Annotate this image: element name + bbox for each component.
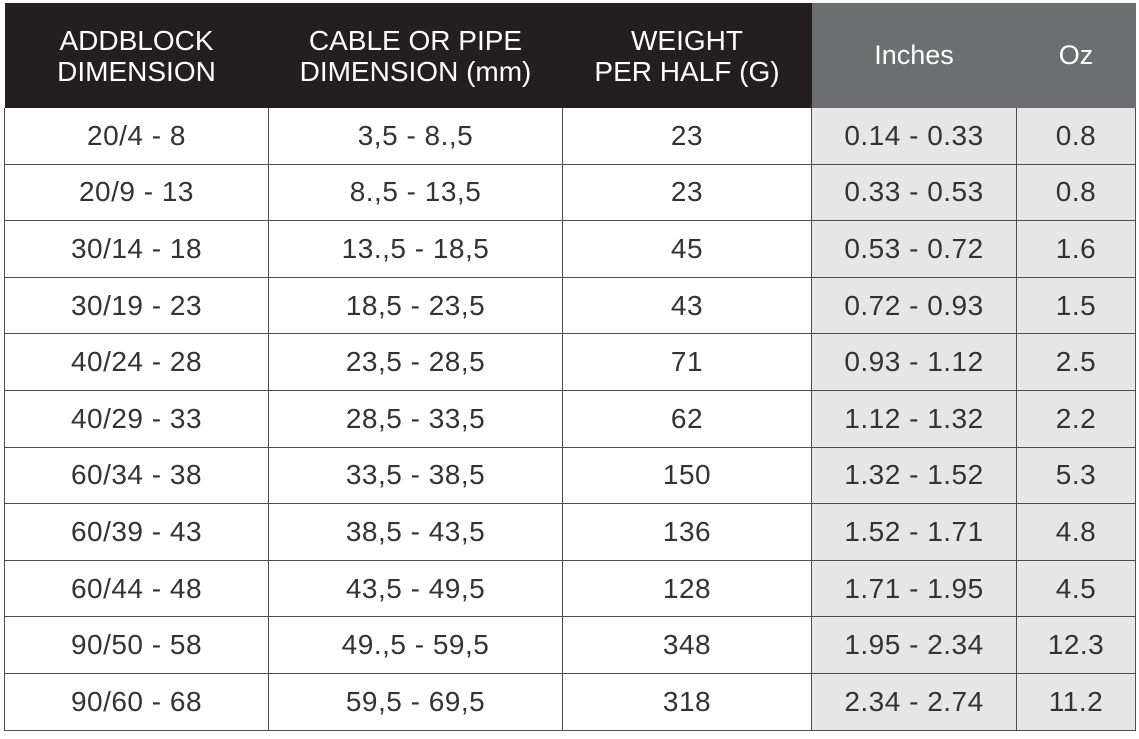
cell-inches: 0.53 - 0.72 <box>811 220 1017 278</box>
cell-cable: 38,5 - 43,5 <box>268 503 563 561</box>
table-row: 60/34 - 38 33,5 - 38,5 150 1.32 - 1.52 5… <box>4 447 1136 505</box>
cell-addblock: 20/4 - 8 <box>4 108 269 165</box>
cell-addblock: 20/9 - 13 <box>4 164 269 222</box>
cell-inches: 0.72 - 0.93 <box>811 277 1017 335</box>
header-addblock-dimension: ADDBLOCK DIMENSION <box>4 3 269 108</box>
cell-oz: 5.3 <box>1016 447 1136 505</box>
table-row: 60/39 - 43 38,5 - 43,5 136 1.52 - 1.71 4… <box>4 503 1136 561</box>
cell-oz: 12.3 <box>1016 616 1136 674</box>
table-row: 90/60 - 68 59,5 - 69,5 318 2.34 - 2.74 1… <box>4 673 1136 731</box>
cell-weight: 45 <box>562 220 812 278</box>
table-row: 30/14 - 18 13.,5 - 18,5 45 0.53 - 0.72 1… <box>4 220 1136 278</box>
table-row: 40/29 - 33 28,5 - 33,5 62 1.12 - 1.32 2.… <box>4 390 1136 448</box>
cell-addblock: 40/29 - 33 <box>4 390 269 448</box>
cell-oz: 0.8 <box>1016 108 1136 165</box>
cell-inches: 1.12 - 1.32 <box>811 390 1017 448</box>
cell-oz: 4.5 <box>1016 560 1136 618</box>
cell-addblock: 40/24 - 28 <box>4 333 269 391</box>
cell-addblock: 30/14 - 18 <box>4 220 269 278</box>
cell-cable: 8.,5 - 13,5 <box>268 164 563 222</box>
cell-weight: 318 <box>562 673 812 731</box>
cell-oz: 0.8 <box>1016 164 1136 222</box>
cell-inches: 0.93 - 1.12 <box>811 333 1017 391</box>
table-body: 20/4 - 8 3,5 - 8.,5 23 0.14 - 0.33 0.8 2… <box>4 108 1136 731</box>
dimension-table-container: ADDBLOCK DIMENSION CABLE OR PIPE DIMENSI… <box>4 3 1136 731</box>
table-row: 20/9 - 13 8.,5 - 13,5 23 0.33 - 0.53 0.8 <box>4 164 1136 222</box>
cell-weight: 62 <box>562 390 812 448</box>
cell-cable: 49.,5 - 59,5 <box>268 616 563 674</box>
cell-inches: 0.33 - 0.53 <box>811 164 1017 222</box>
header-oz: Oz <box>1016 3 1136 108</box>
cell-cable: 43,5 - 49,5 <box>268 560 563 618</box>
cell-cable: 3,5 - 8.,5 <box>268 108 563 165</box>
cell-oz: 2.2 <box>1016 390 1136 448</box>
cell-addblock: 90/50 - 58 <box>4 616 269 674</box>
header-row: ADDBLOCK DIMENSION CABLE OR PIPE DIMENSI… <box>4 3 1136 108</box>
cell-cable: 59,5 - 69,5 <box>268 673 563 731</box>
cell-oz: 4.8 <box>1016 503 1136 561</box>
cell-cable: 13.,5 - 18,5 <box>268 220 563 278</box>
table-row: 20/4 - 8 3,5 - 8.,5 23 0.14 - 0.33 0.8 <box>4 108 1136 165</box>
cell-weight: 136 <box>562 503 812 561</box>
cell-weight: 23 <box>562 164 812 222</box>
cell-cable: 23,5 - 28,5 <box>268 333 563 391</box>
cell-oz: 2.5 <box>1016 333 1136 391</box>
cell-addblock: 30/19 - 23 <box>4 277 269 335</box>
cell-oz: 1.6 <box>1016 220 1136 278</box>
cell-addblock: 90/60 - 68 <box>4 673 269 731</box>
table-row: 30/19 - 23 18,5 - 23,5 43 0.72 - 0.93 1.… <box>4 277 1136 335</box>
cell-inches: 1.95 - 2.34 <box>811 616 1017 674</box>
table-row: 40/24 - 28 23,5 - 28,5 71 0.93 - 1.12 2.… <box>4 333 1136 391</box>
dimension-table: ADDBLOCK DIMENSION CABLE OR PIPE DIMENSI… <box>4 3 1136 731</box>
cell-inches: 0.14 - 0.33 <box>811 108 1017 165</box>
cell-weight: 43 <box>562 277 812 335</box>
cell-weight: 348 <box>562 616 812 674</box>
cell-cable: 33,5 - 38,5 <box>268 447 563 505</box>
cell-cable: 18,5 - 23,5 <box>268 277 563 335</box>
header-inches: Inches <box>811 3 1017 108</box>
cell-inches: 2.34 - 2.74 <box>811 673 1017 731</box>
cell-addblock: 60/39 - 43 <box>4 503 269 561</box>
cell-inches: 1.71 - 1.95 <box>811 560 1017 618</box>
cell-weight: 23 <box>562 108 812 165</box>
header-cable-dimension: CABLE OR PIPE DIMENSION (mm) <box>268 3 563 108</box>
cell-weight: 128 <box>562 560 812 618</box>
cell-addblock: 60/34 - 38 <box>4 447 269 505</box>
cell-addblock: 60/44 - 48 <box>4 560 269 618</box>
cell-weight: 150 <box>562 447 812 505</box>
table-row: 60/44 - 48 43,5 - 49,5 128 1.71 - 1.95 4… <box>4 560 1136 618</box>
cell-inches: 1.52 - 1.71 <box>811 503 1017 561</box>
table-row: 90/50 - 58 49.,5 - 59,5 348 1.95 - 2.34 … <box>4 616 1136 674</box>
cell-oz: 1.5 <box>1016 277 1136 335</box>
cell-oz: 11.2 <box>1016 673 1136 731</box>
cell-weight: 71 <box>562 333 812 391</box>
cell-inches: 1.32 - 1.52 <box>811 447 1017 505</box>
cell-cable: 28,5 - 33,5 <box>268 390 563 448</box>
header-weight: WEIGHT PER HALF (G) <box>562 3 812 108</box>
